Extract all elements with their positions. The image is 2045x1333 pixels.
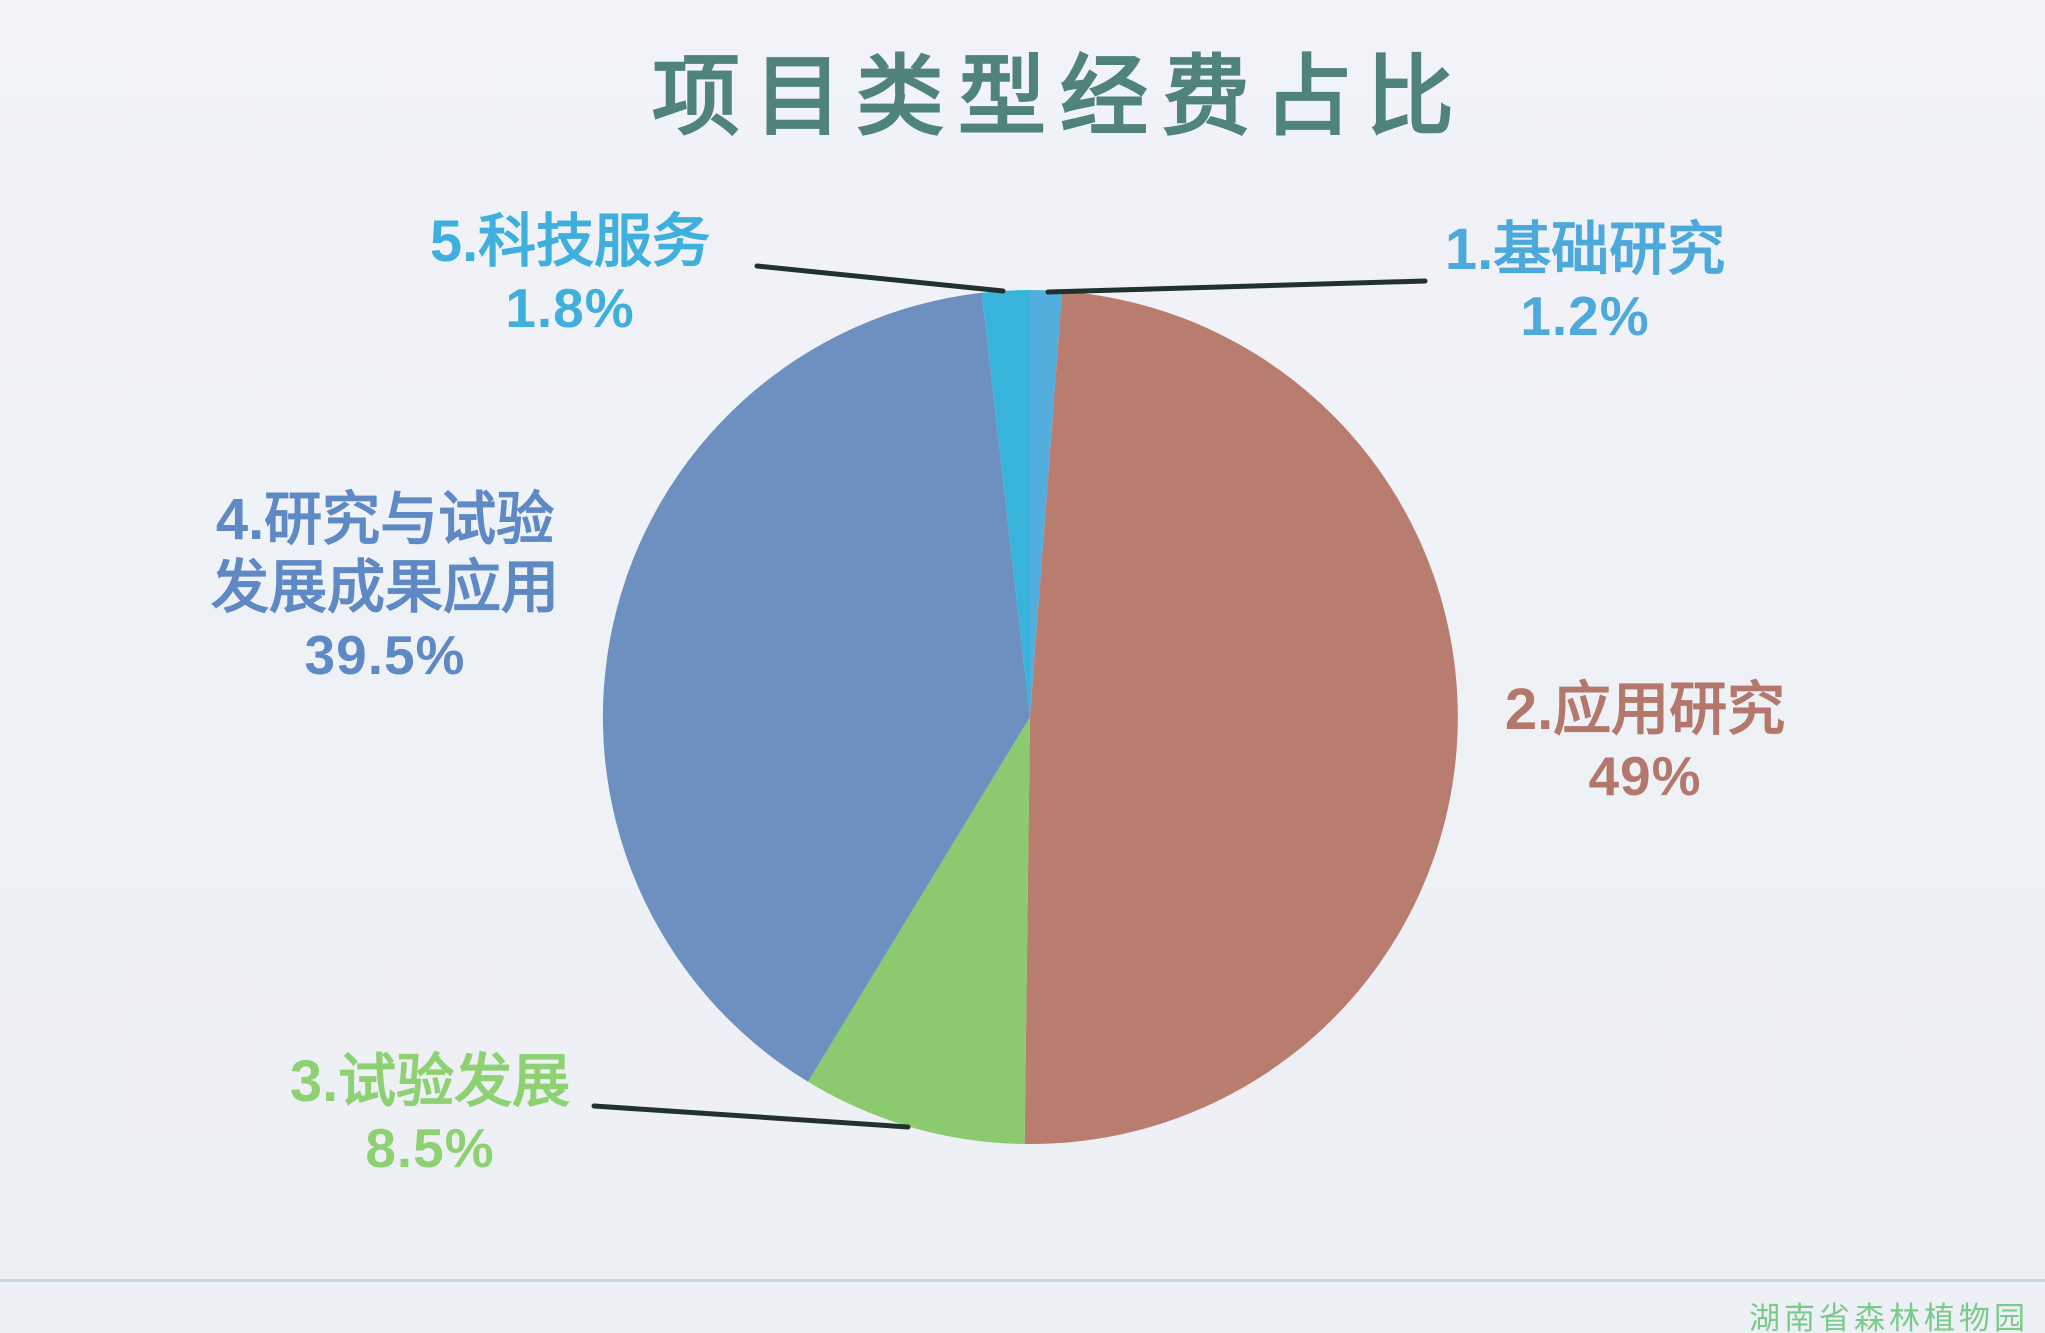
leader-lines [591,263,1428,1130]
leader-line-basic-research [1045,278,1428,295]
callout-applied-research-value: 49% [1588,745,1702,808]
pie-slice-3.试验发展 [808,717,1030,1144]
leader-line-experimental-dev [591,1103,911,1130]
callout-experimental-dev-value: 8.5% [365,1117,495,1180]
callout-tech-service: 5.科技服务 1.8% [370,208,770,341]
callout-rd-application-label-line1: 4.研究与试验 [215,487,555,552]
callout-basic-research-value: 1.2% [1520,285,1650,348]
leader-line-tech-service [754,263,1006,294]
callout-experimental-dev: 3.试验发展 8.5% [240,1048,620,1181]
watermark: 湖南省森林植物园 [1749,1301,2029,1333]
callout-rd-application-value: 39.5% [304,623,466,686]
chart-title: 项目类型经费占比 [651,50,1468,147]
pie-slice-4.研究与试验发展成果应用 [602,292,1030,1082]
callout-basic-research: 1.基础研究 1.2% [1400,216,1770,349]
pie-slices-group [602,289,1458,1145]
scan-artifact-rule-line [0,1279,2045,1282]
pie-slice-5.科技服务 [981,289,1030,717]
callout-tech-service-value: 1.8% [505,277,635,340]
callout-rd-application: 4.研究与试验 发展成果应用 39.5% [150,486,620,688]
pie-slice-2.应用研究 [1024,291,1458,1145]
callout-applied-research-label: 2.应用研究 [1504,677,1786,742]
callout-applied-research: 2.应用研究 49% [1460,676,1830,809]
callout-basic-research-label: 1.基础研究 [1444,217,1726,282]
pie-slice-1.基础研究 [1030,289,1063,717]
callout-tech-service-label: 5.科技服务 [429,209,711,274]
callout-rd-application-label-line2: 发展成果应用 [210,555,559,621]
callout-experimental-dev-label: 3.试验发展 [289,1049,571,1114]
